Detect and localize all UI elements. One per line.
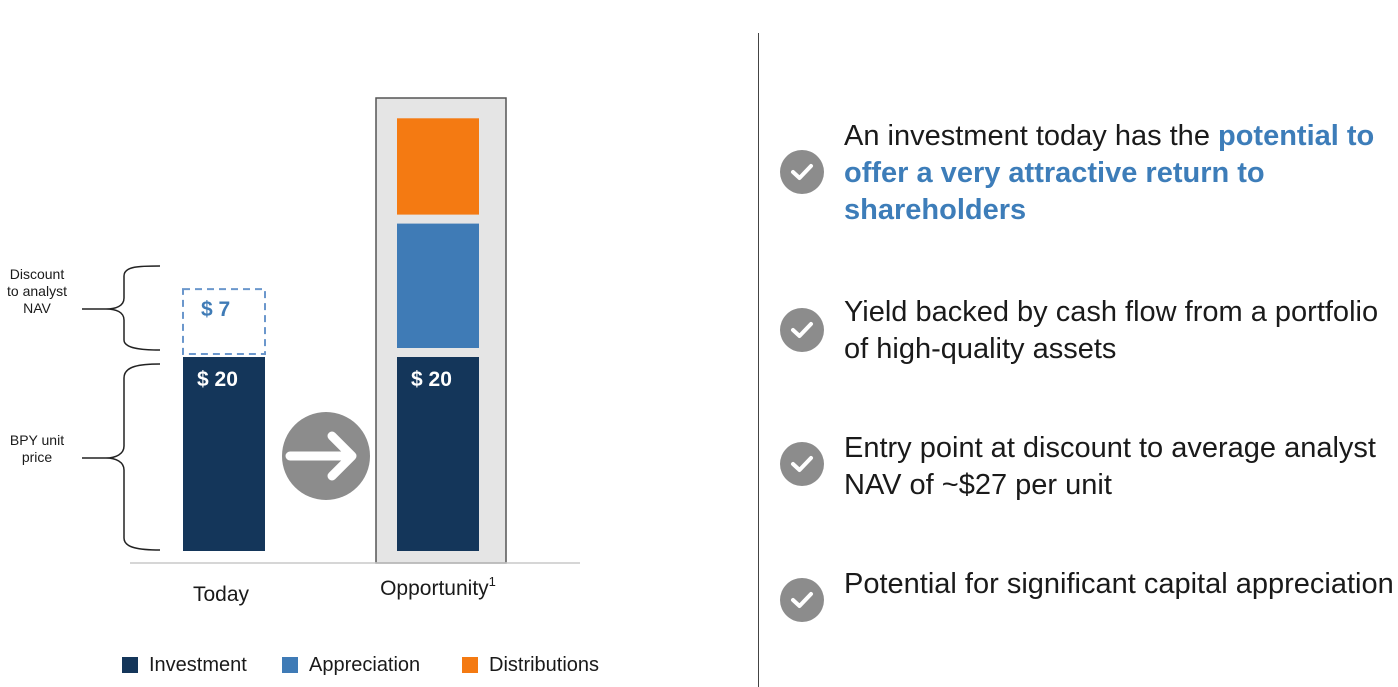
brace-annotation: price xyxy=(22,449,53,465)
brace-price xyxy=(105,363,161,551)
data-label-discount: $ 7 xyxy=(201,298,230,321)
right-arrow-glyph xyxy=(285,431,357,481)
data-label-investment: $ 20 xyxy=(411,368,452,391)
bullet-list: An investment today has the potential to… xyxy=(780,0,1398,687)
brace-annotation: Discount xyxy=(10,266,65,282)
brace-discount xyxy=(105,265,161,351)
brace-annotation: to analyst xyxy=(7,283,67,299)
category-label: Today xyxy=(193,583,250,606)
check-icon xyxy=(780,150,824,194)
bullet-highlight: potential to offer a very attractive ret… xyxy=(844,120,1375,226)
brace-annotation: BPY unit xyxy=(10,432,64,448)
bullet-text: An investment today has the xyxy=(844,120,1218,152)
data-label-investment: $ 20 xyxy=(197,368,238,391)
bar-investment xyxy=(183,357,265,551)
bullet-text: Yield backed by cash flow from a portfol… xyxy=(844,296,1379,365)
bar-appreciation xyxy=(397,223,479,348)
legend-label: Distributions xyxy=(489,654,599,676)
legend-swatch xyxy=(282,657,298,673)
legend-label: Investment xyxy=(149,654,247,676)
bar-distributions xyxy=(397,118,479,215)
legend-label: Appreciation xyxy=(309,654,420,676)
check-icon xyxy=(780,442,824,486)
bar-discount xyxy=(182,288,266,356)
bullet-text: Potential for significant capital apprec… xyxy=(844,568,1394,600)
bullet-text: Entry point at discount to average analy… xyxy=(844,432,1376,501)
legend-swatch xyxy=(122,657,138,673)
brace-annotation: NAV xyxy=(23,300,51,316)
bar-investment xyxy=(397,357,479,551)
vertical-divider xyxy=(758,33,759,687)
check-icon xyxy=(780,308,824,352)
legend-swatch xyxy=(462,657,478,673)
category-label: Opportunity1 xyxy=(380,574,496,600)
category-footnote: 1 xyxy=(489,574,496,589)
check-icon xyxy=(780,578,824,622)
